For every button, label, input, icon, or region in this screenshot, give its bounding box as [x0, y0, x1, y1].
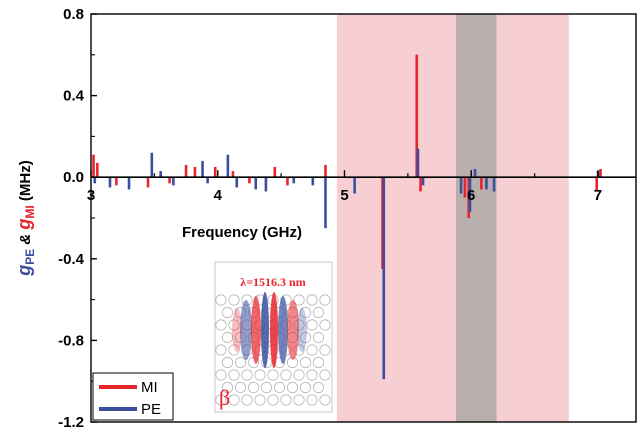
x-tick-label-5: 5: [340, 187, 348, 204]
inset-hole: [234, 381, 247, 394]
inset-hole: [260, 381, 273, 394]
inset-hole: [312, 331, 325, 344]
inset-hole: [273, 381, 286, 394]
inset-field-pattern: [232, 292, 307, 368]
x-tick-label-7: 7: [594, 187, 602, 204]
shaded-region-2: [456, 14, 497, 422]
legend-label-mi: MI: [141, 379, 158, 396]
inset-hole: [215, 369, 227, 381]
inset-hole: [221, 381, 234, 394]
x-axis-title: Frequency (GHz): [182, 224, 302, 241]
inset-hole: [234, 356, 247, 369]
x-tick-label-4: 4: [214, 187, 223, 204]
inset-hole: [306, 394, 318, 406]
inset-hole: [293, 369, 305, 381]
inset-hole: [299, 331, 312, 344]
x-tick-label-6: 6: [467, 187, 475, 204]
inset-hole: [293, 294, 305, 306]
legend-label-pe: PE: [141, 401, 161, 418]
y-title-ampersand: &: [17, 230, 34, 249]
inset-hole: [221, 306, 234, 319]
inset-hole: [319, 344, 331, 356]
y-tick-label--0.4: -0.4: [58, 251, 85, 268]
inset-wavelength-label: λ=1516.3 nm: [240, 275, 305, 289]
inset-hole: [228, 369, 240, 381]
legend: MI PE: [92, 372, 174, 421]
inset-hole: [215, 294, 227, 306]
inset-hole: [299, 381, 312, 394]
inset-hole: [319, 294, 331, 306]
inset-hole: [312, 381, 325, 394]
y-tick-label--1.2: -1.2: [58, 414, 84, 431]
inset-hole: [215, 344, 227, 356]
inset-hole: [280, 369, 292, 381]
inset-hole: [228, 344, 240, 356]
inset-hole: [215, 319, 227, 331]
inset-hole: [280, 394, 292, 406]
inset-hole: [293, 394, 305, 406]
data-bars: [92, 54, 602, 380]
inset-hole: [299, 356, 312, 369]
y-title-g-mi: g: [14, 219, 34, 231]
y-tick-label-0.8: 0.8: [63, 6, 84, 23]
inset-hole: [254, 394, 266, 406]
inset-hole: [215, 394, 227, 406]
inset-hole: [319, 394, 331, 406]
inset-hole: [228, 294, 240, 306]
y-tick-label-0.0: 0.0: [63, 169, 84, 186]
y-axis-title: gPE & gMI (MHz): [14, 160, 37, 277]
inset-beta-tag: β: [219, 385, 230, 410]
inset-hole: [228, 394, 240, 406]
inset-hole: [312, 306, 325, 319]
shaded-regions: [336, 14, 569, 422]
inset-hole: [267, 369, 279, 381]
legend-box: [92, 372, 174, 421]
inset-hole: [228, 319, 240, 331]
inset-hole: [319, 319, 331, 331]
y-tick-label-0.4: 0.4: [63, 88, 85, 105]
inset-hole: [247, 381, 260, 394]
inset-hole: [306, 344, 318, 356]
inset-hole: [306, 319, 318, 331]
y-title-g-pe: g: [14, 265, 34, 277]
inset-hole: [299, 306, 312, 319]
inset-hole: [286, 381, 299, 394]
y-title-unit: (MHz): [17, 160, 34, 205]
y-title-mi-subscript: MI: [23, 205, 37, 218]
mode-profile-inset: λ=1516.3 nm β: [214, 261, 333, 413]
inset-hole: [221, 356, 234, 369]
x-tick-label-3: 3: [87, 187, 95, 204]
inset-hole: [306, 369, 318, 381]
inset-hole: [319, 369, 331, 381]
inset-hole: [241, 394, 253, 406]
inset-hole: [306, 294, 318, 306]
shaded-region-1: [336, 14, 569, 422]
inset-hole: [254, 369, 266, 381]
inset-hole: [312, 356, 325, 369]
inset-hole: [267, 394, 279, 406]
y-title-pe-subscript: PE: [23, 249, 37, 265]
y-tick-label--0.8: -0.8: [58, 332, 84, 349]
axis-ticks: 3 4 5 6 7 0.8 0.4 0.0 -0.4 -0.8 -1.2: [58, 6, 602, 431]
inset-hole: [241, 369, 253, 381]
inset-hole: [221, 331, 234, 344]
